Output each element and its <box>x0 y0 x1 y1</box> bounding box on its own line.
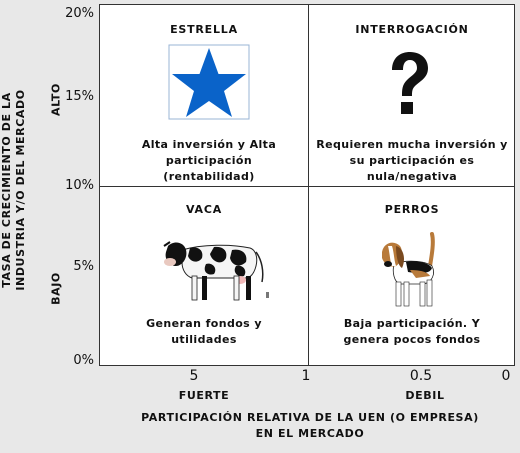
x-axis-weak-label: DEBIL <box>405 389 445 402</box>
y-tick-5: 5% <box>73 259 94 274</box>
x-tick-0-5: 0.5 <box>409 368 433 384</box>
y-tick-15: 15% <box>65 89 94 104</box>
star-quadrant-text: Alta inversión y Alta participación (ren… <box>141 138 277 183</box>
cow-icon <box>162 236 272 306</box>
y-tick-20: 20% <box>65 6 94 21</box>
vertical-divider <box>308 4 309 366</box>
cow-quadrant-title: VACA <box>185 203 223 216</box>
horizontal-divider <box>99 186 515 187</box>
x-tick-5: 5 <box>189 368 199 384</box>
star-quadrant-title: ESTRELLA <box>170 23 238 36</box>
star-icon <box>168 44 250 120</box>
dog-quadrant-title: PERROS <box>384 203 440 216</box>
y-axis-low-label: BAJO <box>49 272 63 305</box>
dog-icon <box>376 230 442 310</box>
question-mark-icon <box>384 50 434 120</box>
bcg-matrix-frame <box>99 4 515 366</box>
cow-quadrant-text: Generan fondos y utilidades <box>146 317 262 346</box>
y-tick-0: 0% <box>73 353 94 368</box>
y-tick-10: 10% <box>65 178 94 193</box>
x-axis-title: PARTICIPACIÓN RELATIVA DE LA UEN (O EMPR… <box>141 411 479 440</box>
question-quadrant-title: INTERROGACIÓN <box>355 23 469 36</box>
question-quadrant-text: Requieren mucha inversión y su participa… <box>316 138 508 183</box>
dog-quadrant-text: Baja participación. Y genera pocos fondo… <box>343 317 481 346</box>
y-axis-title: TASA DE CRECIMIENTO DE LA INDUSTRIA Y/O … <box>0 89 27 291</box>
x-tick-1: 1 <box>301 368 311 384</box>
x-axis-strong-label: FUERTE <box>178 389 230 402</box>
x-tick-0: 0 <box>501 368 511 384</box>
